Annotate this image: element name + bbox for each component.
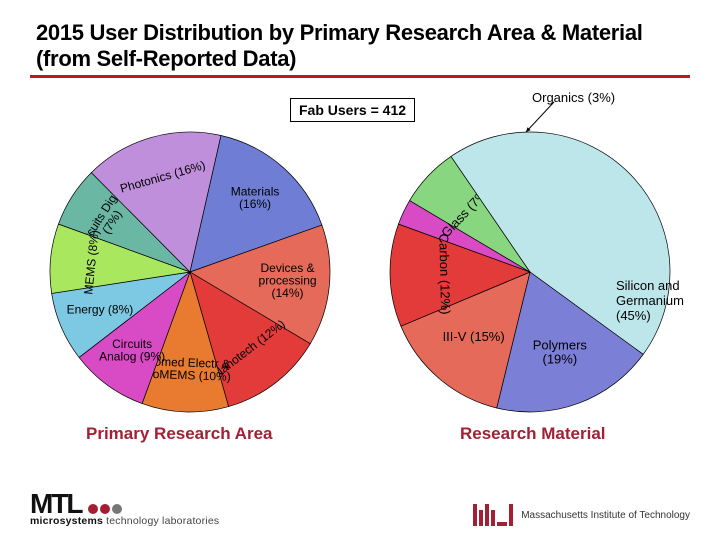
pie-slice: [451, 132, 670, 354]
slice-label: III-V (15%): [443, 329, 505, 344]
mtl-letters: MTL: [30, 490, 82, 518]
slice-label: Devices &processing(14%): [259, 261, 317, 300]
pie-slice: [190, 272, 310, 407]
slide-title: 2015 User Distribution by Primary Resear…: [36, 20, 676, 72]
slice-label: Materials(16%): [231, 185, 280, 212]
slice-label: Polymers(19%): [533, 338, 588, 367]
callout-pointer: [526, 102, 554, 132]
logo-bar: MTL microsystems technology laboratories…: [30, 484, 690, 526]
mit-bars-icon: [473, 504, 513, 526]
pie-slice: [58, 173, 190, 272]
pie-slice: [497, 272, 644, 412]
fab-users-box: Fab Users = 412: [290, 98, 415, 122]
pie-slice: [79, 272, 190, 404]
pie-slice: [190, 135, 322, 272]
slice-label: Biomed Electr &BioMEMS (10%): [142, 354, 232, 384]
slice-label: CircuitsAnalog (9%): [99, 337, 165, 364]
slice-label: MEMS (8%): [82, 229, 102, 295]
pie-slice: [91, 132, 221, 272]
pie-slice: [52, 272, 190, 357]
callout-arrowhead: [526, 127, 531, 132]
pie-slice: [190, 225, 330, 344]
slice-label: Silicon andGermanium(45%): [616, 278, 684, 323]
svg-overlay: Circuits Digital(7%)Photonics (16%) Mater…: [0, 0, 720, 540]
pie-slice: [50, 224, 190, 293]
pie-slice: [398, 201, 530, 272]
slice-label: Energy (8%): [67, 303, 134, 317]
slice-label: Glass (7%): [438, 183, 493, 240]
mtl-sub-bold: microsystems: [30, 515, 103, 527]
mtl-logo: MTL microsystems technology laboratories: [30, 490, 219, 527]
title-underline: [30, 75, 690, 78]
right-chart-title: Research Material: [460, 424, 606, 444]
pie-slice: [410, 156, 530, 272]
pie-slice: [142, 272, 228, 412]
slice-label: Nanotech (12%): [211, 317, 288, 381]
slice-label: Carbon (12%): [436, 233, 453, 314]
mit-text: Massachusetts Institute of Technology: [521, 510, 690, 521]
slice-label: Circuits Digital(7%): [75, 179, 139, 258]
mtl-sub-rest: technology laboratories: [103, 515, 219, 527]
mtl-subtitle: microsystems technology laboratories: [30, 516, 219, 527]
mit-logo: Massachusetts Institute of Technology: [473, 504, 690, 526]
slice-label: Photonics (16%): [119, 158, 207, 196]
pie-slice: [390, 224, 530, 326]
organics-callout: Organics (3%): [532, 90, 615, 105]
pie-slice: [401, 272, 530, 408]
left-chart-title: Primary Research Area: [86, 424, 273, 444]
